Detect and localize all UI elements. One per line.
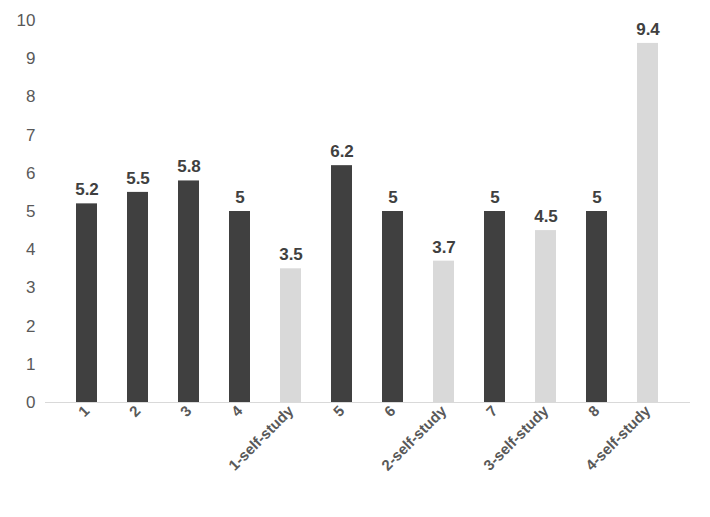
svg-text:7: 7 (483, 402, 501, 420)
svg-text:9: 9 (26, 49, 35, 68)
svg-text:6.2: 6.2 (330, 142, 354, 161)
svg-text:2: 2 (26, 317, 35, 336)
svg-text:1-self-study: 1-self-study (225, 402, 297, 474)
svg-text:5.8: 5.8 (177, 157, 201, 176)
svg-text:8: 8 (585, 402, 603, 420)
svg-text:4: 4 (228, 402, 246, 420)
svg-text:8: 8 (26, 87, 35, 106)
svg-text:4.5: 4.5 (534, 207, 558, 226)
svg-text:3: 3 (177, 402, 195, 420)
svg-text:3-self-study: 3-self-study (480, 402, 552, 474)
svg-text:2-self-study: 2-self-study (378, 402, 450, 474)
svg-text:5: 5 (330, 402, 348, 420)
svg-text:4-self-study: 4-self-study (582, 402, 654, 474)
svg-text:5: 5 (490, 188, 499, 207)
svg-text:5: 5 (235, 188, 244, 207)
svg-text:3.5: 3.5 (279, 245, 303, 264)
svg-text:1: 1 (75, 402, 93, 420)
svg-text:5.5: 5.5 (126, 169, 150, 188)
svg-text:4: 4 (26, 240, 35, 259)
svg-text:3.7: 3.7 (432, 238, 456, 257)
svg-text:1: 1 (26, 355, 35, 374)
svg-text:10: 10 (17, 11, 36, 30)
svg-text:6: 6 (381, 402, 399, 420)
svg-text:7: 7 (26, 126, 35, 145)
svg-text:6: 6 (26, 164, 35, 183)
svg-text:5: 5 (26, 202, 35, 221)
svg-text:9.4: 9.4 (636, 20, 660, 39)
svg-text:5.2: 5.2 (75, 180, 99, 199)
svg-text:5: 5 (592, 188, 601, 207)
svg-text:0: 0 (26, 393, 35, 412)
svg-text:3: 3 (26, 278, 35, 297)
svg-text:5: 5 (388, 188, 397, 207)
svg-text:2: 2 (126, 402, 144, 420)
